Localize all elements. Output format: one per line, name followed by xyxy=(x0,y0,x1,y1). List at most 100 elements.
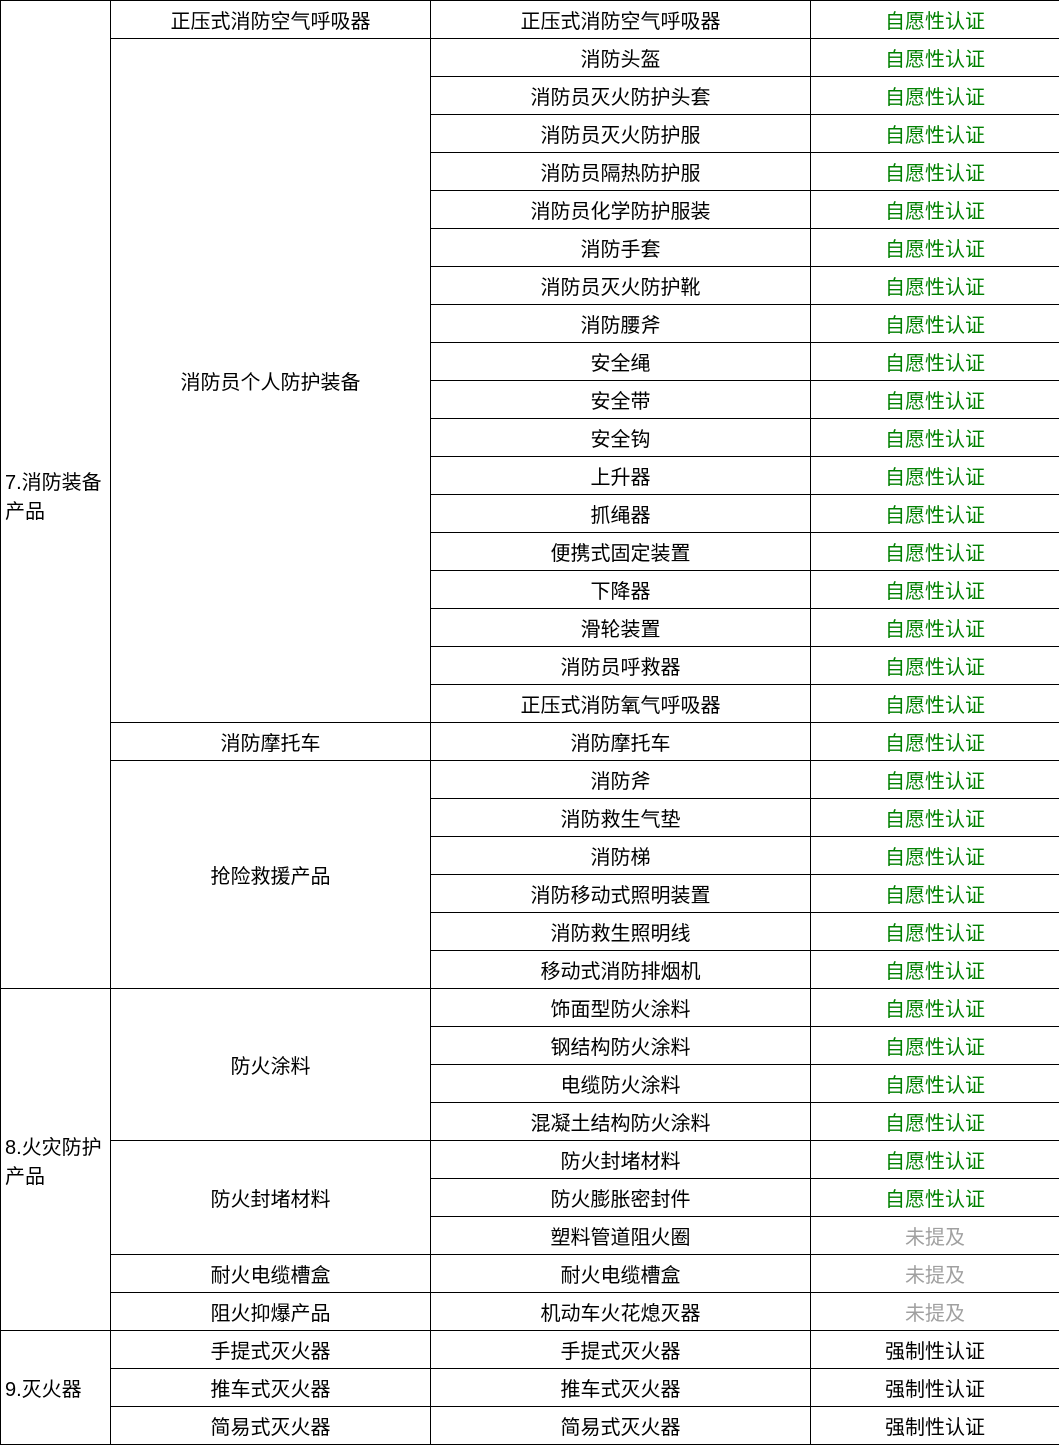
certification-cell: 强制性认证 xyxy=(811,1369,1059,1407)
product-cell: 消防员隔热防护服 xyxy=(431,153,811,191)
table-row: 8.火灾防护产品防火涂料饰面型防火涂料自愿性认证 xyxy=(1,989,1059,1027)
subcategory-cell: 消防摩托车 xyxy=(111,723,431,761)
product-cell: 安全绳 xyxy=(431,343,811,381)
product-cell: 消防员灭火防护靴 xyxy=(431,267,811,305)
product-cell: 消防员呼救器 xyxy=(431,647,811,685)
certification-table: 7.消防装备产品正压式消防空气呼吸器正压式消防空气呼吸器自愿性认证消防员个人防护… xyxy=(0,0,1059,1445)
product-cell: 正压式消防空气呼吸器 xyxy=(431,1,811,39)
product-cell: 安全钩 xyxy=(431,419,811,457)
subcategory-cell: 阻火抑爆产品 xyxy=(111,1293,431,1331)
certification-cell: 自愿性认证 xyxy=(811,305,1059,343)
certification-cell: 自愿性认证 xyxy=(811,1065,1059,1103)
category-cell: 9.灭火器 xyxy=(1,1331,111,1445)
certification-cell: 强制性认证 xyxy=(811,1331,1059,1369)
certification-cell: 自愿性认证 xyxy=(811,419,1059,457)
certification-cell: 自愿性认证 xyxy=(811,647,1059,685)
product-cell: 滑轮装置 xyxy=(431,609,811,647)
product-cell: 消防摩托车 xyxy=(431,723,811,761)
subcategory-cell: 消防员个人防护装备 xyxy=(111,39,431,723)
table-row: 7.消防装备产品正压式消防空气呼吸器正压式消防空气呼吸器自愿性认证 xyxy=(1,1,1059,39)
subcategory-cell: 手提式灭火器 xyxy=(111,1331,431,1369)
product-cell: 安全带 xyxy=(431,381,811,419)
certification-cell: 自愿性认证 xyxy=(811,77,1059,115)
certification-cell: 自愿性认证 xyxy=(811,761,1059,799)
certification-cell: 自愿性认证 xyxy=(811,1027,1059,1065)
certification-cell: 自愿性认证 xyxy=(811,153,1059,191)
product-cell: 消防头盔 xyxy=(431,39,811,77)
subcategory-cell: 抢险救援产品 xyxy=(111,761,431,989)
product-cell: 消防斧 xyxy=(431,761,811,799)
product-cell: 简易式灭火器 xyxy=(431,1407,811,1445)
product-cell: 消防腰斧 xyxy=(431,305,811,343)
certification-cell: 自愿性认证 xyxy=(811,1,1059,39)
product-cell: 防火膨胀密封件 xyxy=(431,1179,811,1217)
product-cell: 消防救生气垫 xyxy=(431,799,811,837)
product-cell: 手提式灭火器 xyxy=(431,1331,811,1369)
table-row: 简易式灭火器简易式灭火器强制性认证 xyxy=(1,1407,1059,1445)
certification-cell: 自愿性认证 xyxy=(811,837,1059,875)
product-cell: 正压式消防氧气呼吸器 xyxy=(431,685,811,723)
product-cell: 上升器 xyxy=(431,457,811,495)
product-cell: 耐火电缆槽盒 xyxy=(431,1255,811,1293)
certification-cell: 自愿性认证 xyxy=(811,343,1059,381)
certification-cell: 自愿性认证 xyxy=(811,571,1059,609)
table-row: 防火封堵材料防火封堵材料自愿性认证 xyxy=(1,1141,1059,1179)
table-row: 阻火抑爆产品机动车火花熄灭器未提及 xyxy=(1,1293,1059,1331)
product-cell: 防火封堵材料 xyxy=(431,1141,811,1179)
product-cell: 消防救生照明线 xyxy=(431,913,811,951)
certification-cell: 自愿性认证 xyxy=(811,723,1059,761)
product-cell: 消防移动式照明装置 xyxy=(431,875,811,913)
certification-cell: 未提及 xyxy=(811,1293,1059,1331)
product-cell: 钢结构防火涂料 xyxy=(431,1027,811,1065)
certification-cell: 自愿性认证 xyxy=(811,191,1059,229)
table-row: 消防员个人防护装备消防头盔自愿性认证 xyxy=(1,39,1059,77)
product-cell: 消防梯 xyxy=(431,837,811,875)
category-cell: 7.消防装备产品 xyxy=(1,1,111,989)
certification-cell: 自愿性认证 xyxy=(811,533,1059,571)
table-row: 推车式灭火器推车式灭火器强制性认证 xyxy=(1,1369,1059,1407)
product-cell: 消防手套 xyxy=(431,229,811,267)
product-cell: 消防员化学防护服装 xyxy=(431,191,811,229)
table-body: 7.消防装备产品正压式消防空气呼吸器正压式消防空气呼吸器自愿性认证消防员个人防护… xyxy=(1,1,1059,1445)
subcategory-cell: 简易式灭火器 xyxy=(111,1407,431,1445)
subcategory-cell: 正压式消防空气呼吸器 xyxy=(111,1,431,39)
product-cell: 混凝土结构防火涂料 xyxy=(431,1103,811,1141)
certification-cell: 自愿性认证 xyxy=(811,1141,1059,1179)
certification-cell: 自愿性认证 xyxy=(811,609,1059,647)
subcategory-cell: 耐火电缆槽盒 xyxy=(111,1255,431,1293)
certification-cell: 自愿性认证 xyxy=(811,1179,1059,1217)
certification-cell: 自愿性认证 xyxy=(811,685,1059,723)
category-cell: 8.火灾防护产品 xyxy=(1,989,111,1331)
certification-cell: 未提及 xyxy=(811,1255,1059,1293)
certification-cell: 自愿性认证 xyxy=(811,951,1059,989)
certification-cell: 自愿性认证 xyxy=(811,989,1059,1027)
certification-cell: 自愿性认证 xyxy=(811,457,1059,495)
subcategory-cell: 防火涂料 xyxy=(111,989,431,1141)
product-cell: 推车式灭火器 xyxy=(431,1369,811,1407)
certification-cell: 自愿性认证 xyxy=(811,1103,1059,1141)
certification-cell: 自愿性认证 xyxy=(811,267,1059,305)
table-row: 消防摩托车消防摩托车自愿性认证 xyxy=(1,723,1059,761)
product-cell: 移动式消防排烟机 xyxy=(431,951,811,989)
subcategory-cell: 推车式灭火器 xyxy=(111,1369,431,1407)
certification-cell: 自愿性认证 xyxy=(811,381,1059,419)
certification-cell: 自愿性认证 xyxy=(811,115,1059,153)
product-cell: 下降器 xyxy=(431,571,811,609)
product-cell: 电缆防火涂料 xyxy=(431,1065,811,1103)
certification-cell: 自愿性认证 xyxy=(811,913,1059,951)
product-cell: 机动车火花熄灭器 xyxy=(431,1293,811,1331)
product-cell: 饰面型防火涂料 xyxy=(431,989,811,1027)
table-row: 耐火电缆槽盒耐火电缆槽盒未提及 xyxy=(1,1255,1059,1293)
product-cell: 消防员灭火防护头套 xyxy=(431,77,811,115)
certification-cell: 自愿性认证 xyxy=(811,229,1059,267)
certification-cell: 自愿性认证 xyxy=(811,495,1059,533)
certification-cell: 强制性认证 xyxy=(811,1407,1059,1445)
subcategory-cell: 防火封堵材料 xyxy=(111,1141,431,1255)
product-cell: 抓绳器 xyxy=(431,495,811,533)
product-cell: 消防员灭火防护服 xyxy=(431,115,811,153)
product-cell: 塑料管道阻火圈 xyxy=(431,1217,811,1255)
table-row: 抢险救援产品消防斧自愿性认证 xyxy=(1,761,1059,799)
table-row: 9.灭火器手提式灭火器手提式灭火器强制性认证 xyxy=(1,1331,1059,1369)
certification-cell: 自愿性认证 xyxy=(811,39,1059,77)
product-cell: 便携式固定装置 xyxy=(431,533,811,571)
